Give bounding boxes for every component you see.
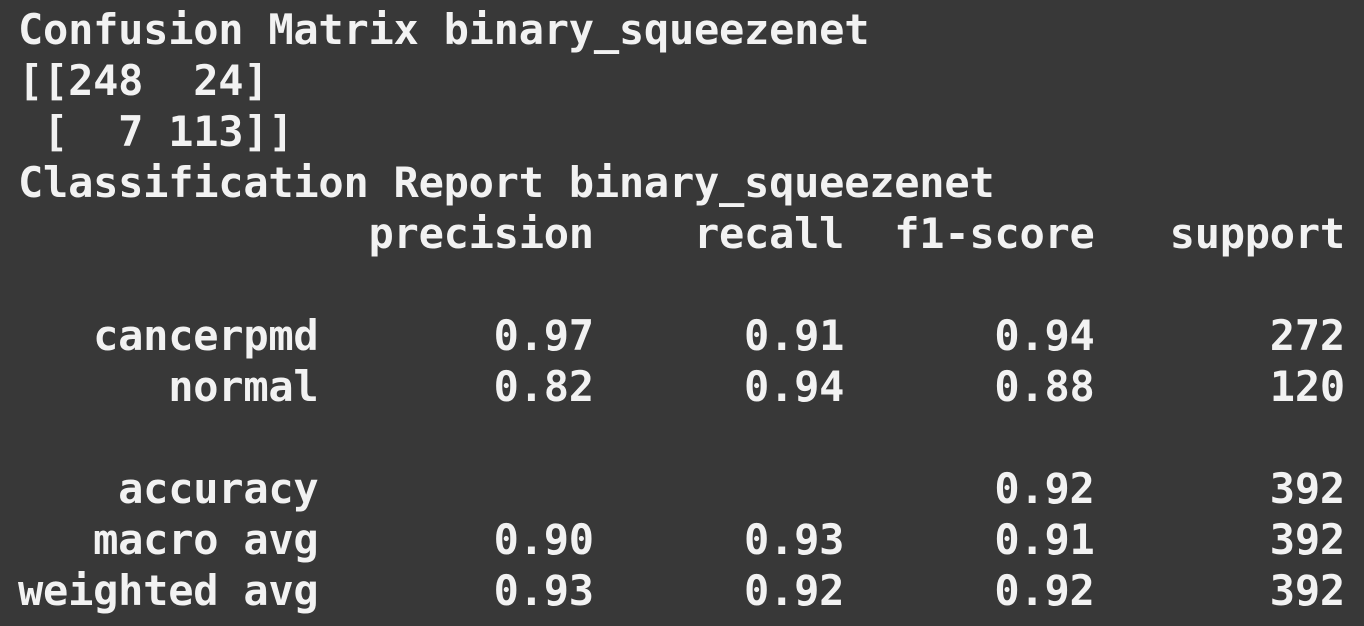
console-output: Confusion Matrix binary_squeezenet [[248 … <box>18 4 1345 616</box>
confusion-matrix-title: Confusion Matrix binary_squeezenet <box>18 5 870 54</box>
classification-report-title: Classification Report binary_squeezenet <box>18 158 995 207</box>
confusion-matrix-row-1: [[248 24] <box>18 56 269 105</box>
report-header-row: precision recall f1-score support <box>18 209 1346 258</box>
confusion-matrix-row-2: [ 7 113]] <box>18 107 294 156</box>
report-row-accuracy: accuracy 0.92 392 <box>18 464 1345 513</box>
report-row-weighted-avg: weighted avg 0.93 0.92 0.92 392 <box>18 566 1345 615</box>
blank-line <box>18 259 1345 310</box>
blank-line <box>18 412 1345 463</box>
report-row-cancerpmd: cancerpmd 0.97 0.91 0.94 272 <box>18 311 1345 360</box>
report-row-normal: normal 0.82 0.94 0.88 120 <box>18 362 1345 411</box>
report-row-macro-avg: macro avg 0.90 0.93 0.91 392 <box>18 515 1345 564</box>
